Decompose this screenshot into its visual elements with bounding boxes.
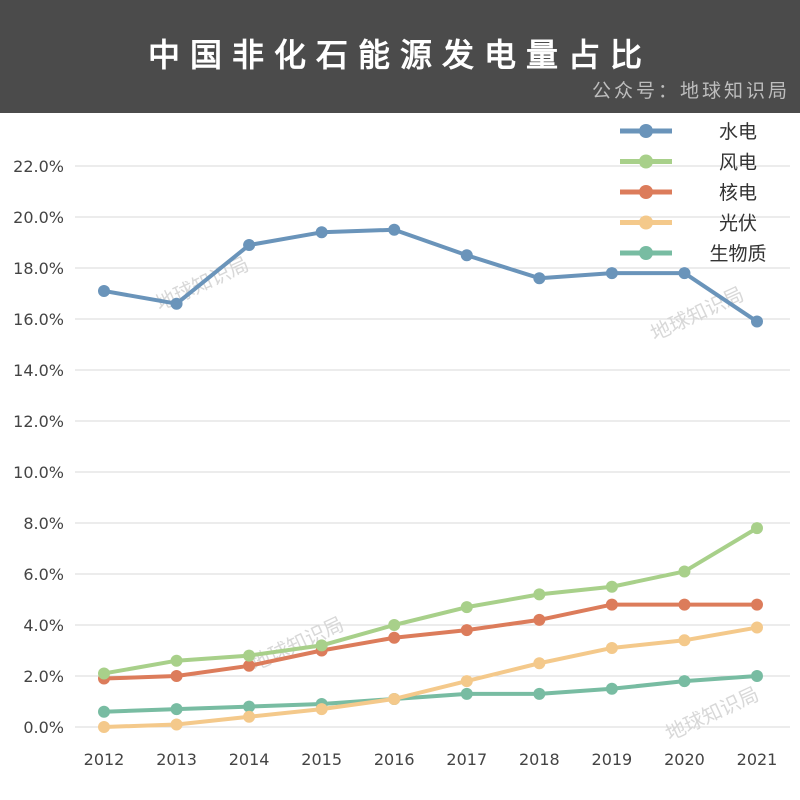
data-point [243,649,256,662]
watermark: 地球知识局 [647,282,748,346]
y-tick-label: 22.0% [13,157,64,176]
legend-label: 核电 [719,182,757,204]
legend-marker [639,246,653,260]
data-point [678,634,691,647]
y-tick-label: 8.0% [23,514,64,533]
data-point [751,315,763,328]
data-point [533,588,546,601]
y-tick-label: 4.0% [23,616,64,635]
data-point [388,692,401,705]
legend-label: 水电 [719,121,757,143]
x-tick-label: 2020 [664,750,705,769]
data-point [98,721,110,733]
data-point [170,654,183,667]
data-point [170,297,183,310]
data-point [315,703,328,716]
x-tick-label: 2015 [301,750,342,769]
series-line [103,227,759,324]
data-point [678,598,691,611]
x-tick-label: 2016 [374,750,415,769]
y-tick-label: 18.0% [13,259,64,278]
y-tick-label: 6.0% [23,565,64,584]
data-point [460,601,473,614]
data-point [533,657,546,670]
data-point [460,675,473,688]
y-tick-label: 20.0% [13,208,64,227]
data-point [170,718,183,731]
data-point [388,619,401,631]
source-label: 公众号：地球知识局 [591,80,790,102]
legend-marker [639,215,653,230]
data-point [98,705,110,718]
data-point [460,249,473,262]
data-point [388,631,401,644]
data-point [98,667,110,680]
legend-label: 生物质 [709,243,766,265]
data-point [98,284,110,297]
data-point [170,703,183,716]
data-point [533,272,546,285]
data-point [170,670,183,682]
data-point [243,239,256,252]
header-banner: 中国非化石能源发电量占比 公众号：地球知识局 [0,0,800,113]
data-point [315,226,328,239]
legend-marker [639,185,653,199]
data-point [243,659,256,672]
data-point [533,613,546,626]
data-point [605,267,618,280]
y-tick-label: 2.0% [23,667,64,686]
legend-marker [639,124,653,138]
x-tick-label: 2012 [84,750,125,769]
legend-marker [639,154,653,169]
data-point [751,621,763,634]
y-tick-label: 12.0% [13,412,64,431]
data-point [460,624,473,637]
data-point [605,641,618,654]
x-tick-label: 2021 [737,750,778,769]
data-point [315,639,328,652]
y-tick-label: 16.0% [13,310,64,329]
y-tick-label: 14.0% [13,361,64,380]
data-point [243,700,256,713]
data-point [678,267,691,280]
data-point [460,687,473,700]
series-line [103,602,757,681]
data-point [751,598,763,611]
data-point [605,682,618,695]
data-point [751,670,763,682]
y-tick-label: 10.0% [13,463,64,482]
y-tick-label: 0.0% [23,718,64,737]
data-point [678,565,691,578]
x-tick-label: 2013 [156,750,197,769]
data-point [605,580,618,593]
data-point [605,598,618,611]
x-tick-label: 2017 [446,750,487,769]
data-point [243,710,256,723]
legend-label: 风电 [719,152,757,174]
watermark: 地球知识局 [662,682,763,746]
series-line [103,625,758,729]
x-tick-label: 2019 [592,750,633,769]
data-point [533,687,546,700]
data-point [678,675,691,688]
data-point [388,223,401,236]
x-tick-label: 2018 [519,750,560,769]
legend-label: 光伏 [719,213,757,235]
series-line [103,526,759,676]
chart-title: 中国非化石能源发电量占比 [147,36,652,74]
series-line [103,674,758,714]
data-point [751,522,763,535]
x-tick-label: 2014 [229,750,270,769]
